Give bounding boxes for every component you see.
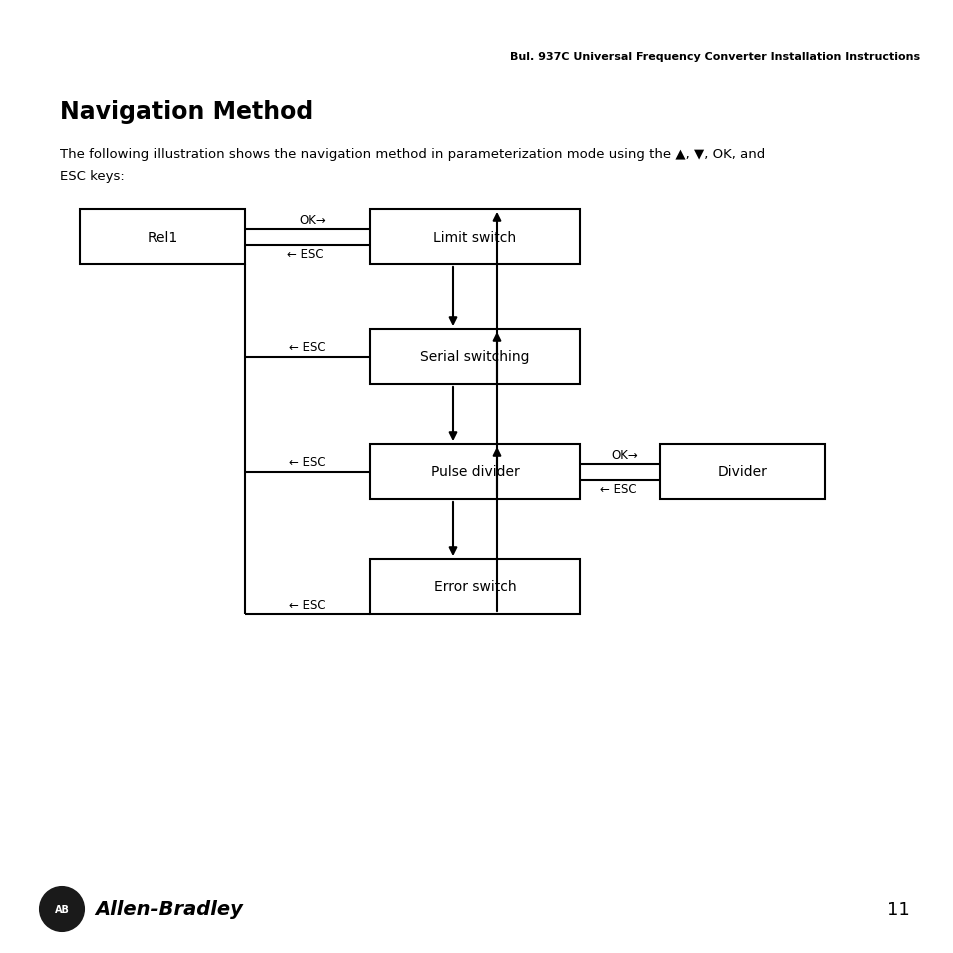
Text: ← ESC: ← ESC: [289, 598, 326, 612]
Text: Pulse divider: Pulse divider: [430, 465, 518, 479]
Text: Serial switching: Serial switching: [420, 350, 529, 364]
Bar: [370, 559, 579, 615]
Bar: [370, 330, 579, 385]
Circle shape: [40, 887, 84, 931]
Text: ← ESC: ← ESC: [599, 483, 636, 496]
Bar: [370, 444, 579, 499]
Text: Divider: Divider: [717, 465, 766, 479]
Text: ESC keys:: ESC keys:: [60, 170, 125, 183]
Text: Limit switch: Limit switch: [433, 231, 516, 244]
Text: 11: 11: [886, 900, 909, 918]
Bar: [659, 444, 824, 499]
Text: Allen-Bradley: Allen-Bradley: [95, 900, 243, 919]
Text: Error switch: Error switch: [434, 579, 516, 594]
Text: Bul. 937C Universal Frequency Converter Installation Instructions: Bul. 937C Universal Frequency Converter …: [509, 52, 919, 62]
Text: ← ESC: ← ESC: [289, 341, 326, 355]
Text: ← ESC: ← ESC: [287, 248, 323, 261]
Text: Navigation Method: Navigation Method: [60, 100, 313, 124]
Text: AB: AB: [54, 904, 70, 914]
Text: Rel1: Rel1: [147, 231, 177, 244]
Text: ← ESC: ← ESC: [289, 456, 326, 469]
Text: OK→: OK→: [611, 449, 638, 462]
Bar: [80, 210, 245, 265]
Text: OK→: OK→: [299, 214, 326, 227]
Text: The following illustration shows the navigation method in parameterization mode : The following illustration shows the nav…: [60, 148, 764, 161]
Bar: [370, 210, 579, 265]
